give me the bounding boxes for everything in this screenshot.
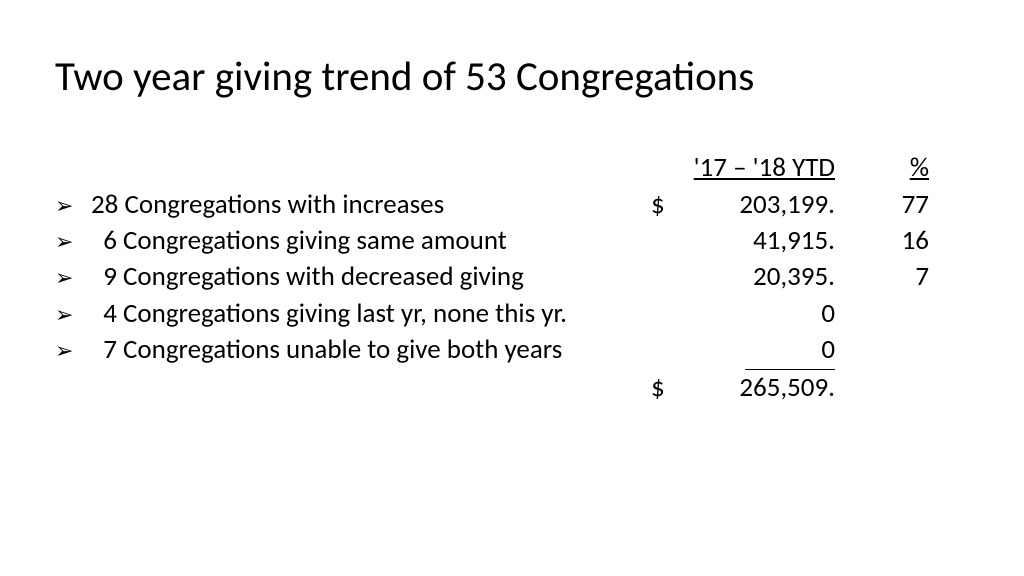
bullet-icon: ➢ [55, 296, 91, 332]
row-dollar [651, 296, 681, 332]
bullet-icon: ➢ [55, 187, 91, 223]
row-label: 7 Congregations unable to give both year… [91, 332, 651, 369]
row-amount: 0 [681, 332, 841, 369]
header-row: '17 – '18 YTD % [55, 150, 969, 186]
slide-title: Two year giving trend of 53 Congregation… [55, 55, 969, 100]
row-label: 6 Congregations giving same amount [91, 223, 651, 259]
total-spacer [55, 370, 91, 406]
row-dollar [651, 223, 681, 259]
row-label: 28 Congregations with increases [91, 187, 651, 223]
list-item: ➢ 28 Congregations with increases $ 203,… [55, 187, 969, 223]
bullet-icon: ➢ [55, 332, 91, 369]
header-spacer-3 [651, 150, 681, 186]
header-pct: % [841, 150, 941, 186]
row-pct: 77 [841, 187, 941, 223]
list-item: ➢ 4 Congregations giving last yr, none t… [55, 296, 969, 332]
list-item: ➢ 7 Congregations unable to give both ye… [55, 332, 969, 369]
row-pct: 16 [841, 223, 941, 259]
row-pct [841, 296, 941, 332]
row-amount: 203,199. [681, 187, 841, 223]
total-spacer-2 [91, 370, 651, 406]
total-amount: 265,509. [681, 370, 841, 406]
total-dollar: $ [651, 370, 681, 406]
slide: Two year giving trend of 53 Congregation… [0, 0, 1024, 576]
header-spacer [55, 150, 91, 186]
row-pct: 7 [841, 259, 941, 295]
list-item: ➢ 9 Congregations with decreased giving … [55, 259, 969, 295]
row-amount: 0 [681, 296, 841, 332]
total-row: $ 265,509. [55, 370, 969, 406]
row-dollar [651, 332, 681, 369]
header-spacer-2 [91, 150, 651, 186]
total-spacer-3 [841, 370, 941, 406]
list-item: ➢ 6 Congregations giving same amount 41,… [55, 223, 969, 259]
row-pct [841, 332, 941, 369]
bullet-icon: ➢ [55, 259, 91, 295]
row-amount: 20,395. [681, 259, 841, 295]
bullet-icon: ➢ [55, 223, 91, 259]
row-label: 9 Congregations with decreased giving [91, 259, 651, 295]
row-amount: 41,915. [681, 223, 841, 259]
row-dollar [651, 259, 681, 295]
slide-body: '17 – '18 YTD % ➢ 28 Congregations with … [55, 150, 969, 406]
header-ytd: '17 – '18 YTD [681, 150, 841, 186]
row-label: 4 Congregations giving last yr, none thi… [91, 296, 651, 332]
row-dollar: $ [651, 187, 681, 223]
